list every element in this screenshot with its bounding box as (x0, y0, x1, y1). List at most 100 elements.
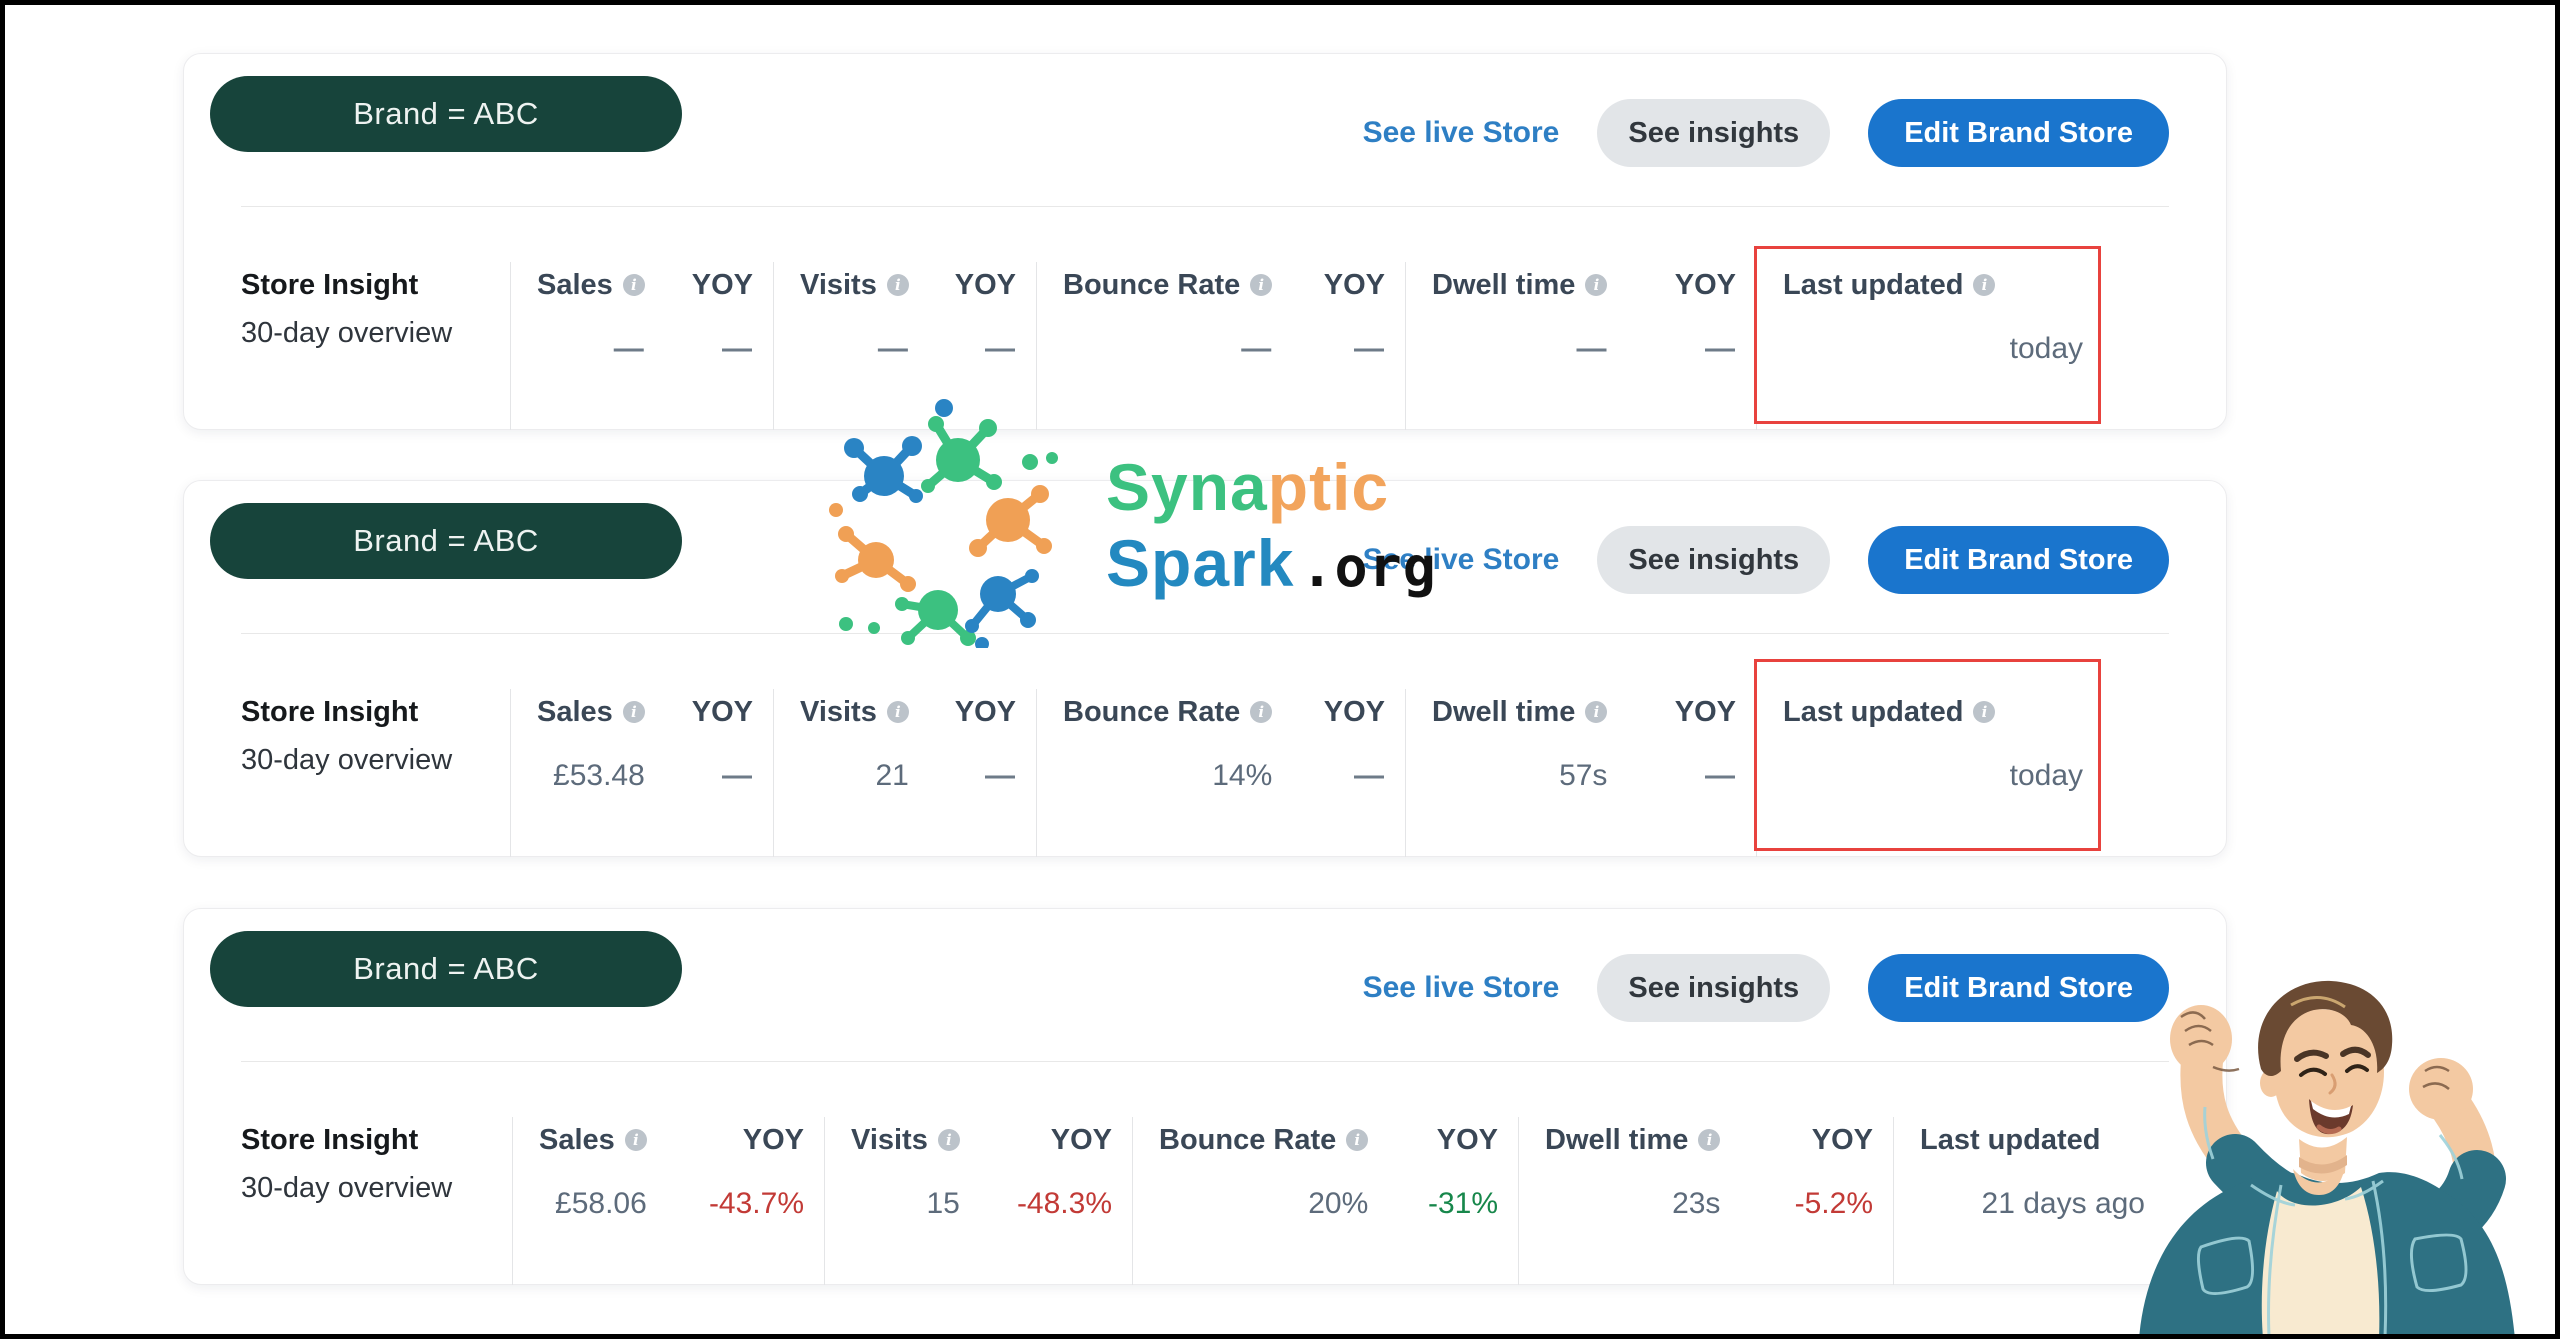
column-header-dwell-time: Dwell time (1432, 269, 1576, 301)
dwell-time-value: 23s (1672, 1187, 1721, 1220)
brand-filter-badge: Brand = ABC (210, 931, 682, 1007)
dwell-time-value: — (1576, 332, 1608, 365)
column-header-dwell-time: Dwell time (1545, 1124, 1689, 1156)
card-actions: See live Store See insights Edit Brand S… (1363, 525, 2169, 595)
store-card-3: Brand = ABC See live Store See insights … (183, 908, 2227, 1285)
sales-value: — (613, 332, 645, 365)
visits-value: — (877, 332, 909, 365)
bounce-rate-value: — (1241, 332, 1273, 365)
bounce-rate-yoy-value: — (1354, 759, 1385, 792)
bounce-rate-yoy-value: -31% (1427, 1187, 1498, 1220)
store-card-2: Brand = ABC See live Store See insights … (183, 480, 2227, 857)
bounce-rate-value: 14% (1212, 759, 1273, 792)
info-icon[interactable]: i (1585, 701, 1608, 723)
visits-value: 21 (875, 759, 909, 792)
see-insights-button[interactable]: See insights (1597, 954, 1831, 1022)
column-header-yoy: YOY (691, 696, 753, 728)
info-icon[interactable]: i (624, 1129, 647, 1151)
info-icon[interactable]: i (622, 274, 645, 296)
column-header-sales: Sales (537, 696, 613, 728)
column-header-yoy: YOY (1674, 696, 1736, 728)
row-title: Store Insight (241, 1124, 419, 1156)
store-card-1: Brand = ABC See live Store See insights … (183, 53, 2227, 430)
visits-value: 15 (926, 1187, 960, 1220)
column-header-yoy: YOY (1674, 269, 1736, 301)
info-icon[interactable]: i (1250, 701, 1273, 723)
visits-yoy-value: — (985, 332, 1016, 365)
store-insight-row: Store Insight 30-day overview Sales i — Y… (241, 262, 2169, 430)
sales-yoy-value: — (722, 759, 753, 792)
info-icon[interactable]: i (1698, 1129, 1721, 1151)
info-icon[interactable]: i (886, 274, 909, 296)
see-live-store-link[interactable]: See live Store (1362, 543, 1560, 576)
row-subtitle: 30-day overview (241, 317, 453, 349)
logo-suffix: .org (1300, 535, 1437, 599)
info-icon[interactable]: i (1585, 274, 1608, 296)
logo-word-part: Syna (1106, 450, 1268, 524)
brand-filter-badge: Brand = ABC (210, 76, 682, 152)
column-header-yoy: YOY (742, 1124, 804, 1156)
row-subtitle: 30-day overview (241, 744, 453, 776)
see-live-store-link[interactable]: See live Store (1362, 971, 1560, 1004)
column-header-last-updated: Last updated (1783, 696, 1964, 728)
column-header-visits: Visits (800, 696, 877, 728)
neuron-cluster-icon (829, 399, 1058, 648)
visits-yoy-value: — (985, 759, 1016, 792)
dwell-time-yoy-value: -5.2% (1794, 1187, 1873, 1220)
store-insight-row: Store Insight 30-day overview Sales i £53… (241, 689, 2169, 857)
synapticspark-logo: Synaptic Spark .org (820, 398, 1437, 648)
sales-yoy-value: — (722, 332, 753, 365)
brand-filter-badge: Brand = ABC (210, 503, 682, 579)
column-header-visits: Visits (800, 269, 877, 301)
info-icon[interactable]: i (622, 701, 645, 723)
edit-brand-store-button[interactable]: Edit Brand Store (1868, 99, 2169, 167)
last-updated-value: today (2009, 332, 2083, 365)
info-icon[interactable]: i (937, 1129, 960, 1151)
column-header-yoy: YOY (954, 696, 1016, 728)
see-live-store-link[interactable]: See live Store (1362, 116, 1560, 149)
see-insights-button[interactable]: See insights (1597, 99, 1831, 167)
edit-brand-store-button[interactable]: Edit Brand Store (1868, 954, 2169, 1022)
sales-value: £53.48 (553, 759, 645, 792)
info-icon[interactable]: i (1973, 701, 1996, 723)
sales-value: £58.06 (555, 1187, 647, 1220)
column-header-yoy: YOY (954, 269, 1016, 301)
column-header-dwell-time: Dwell time (1432, 696, 1576, 728)
last-updated-value: 21 days ago (1981, 1187, 2145, 1220)
row-title: Store Insight (241, 269, 419, 301)
card-actions: See live Store See insights Edit Brand S… (1363, 953, 2169, 1023)
divider (241, 633, 2169, 634)
logo-word-part: Spark (1106, 526, 1295, 600)
row-title: Store Insight (241, 696, 419, 728)
see-insights-button[interactable]: See insights (1597, 526, 1831, 594)
column-header-bounce-rate: Bounce Rate (1063, 269, 1241, 301)
info-icon[interactable]: i (1250, 274, 1273, 296)
visits-yoy-value: -48.3% (1016, 1187, 1112, 1220)
info-icon[interactable]: i (1973, 274, 1996, 296)
divider (241, 206, 2169, 207)
bounce-rate-yoy-value: — (1354, 332, 1385, 365)
store-insight-row: Store Insight 30-day overview Sales i £58… (241, 1117, 2169, 1285)
column-header-yoy: YOY (1811, 1124, 1873, 1156)
last-updated-value: today (2009, 759, 2083, 792)
divider (241, 1061, 2169, 1062)
row-subtitle: 30-day overview (241, 1172, 453, 1204)
edit-brand-store-button[interactable]: Edit Brand Store (1868, 526, 2169, 594)
column-header-yoy: YOY (1050, 1124, 1112, 1156)
card-actions: See live Store See insights Edit Brand S… (1363, 98, 2169, 168)
info-icon[interactable]: i (1346, 1129, 1369, 1151)
column-header-last-updated: Last updated (1920, 1124, 2101, 1156)
column-header-yoy: YOY (1436, 1124, 1498, 1156)
column-header-sales: Sales (537, 269, 613, 301)
column-header-yoy: YOY (1323, 269, 1385, 301)
info-icon[interactable]: i (886, 701, 909, 723)
logo-wordmark: Synaptic Spark .org (1106, 398, 1437, 596)
logo-word-part: ptic (1267, 450, 1390, 524)
column-header-bounce-rate: Bounce Rate (1063, 696, 1241, 728)
dwell-time-yoy-value: — (1705, 759, 1736, 792)
sales-yoy-value: -43.7% (708, 1187, 804, 1220)
column-header-last-updated: Last updated (1783, 269, 1964, 301)
column-header-yoy: YOY (691, 269, 753, 301)
column-header-yoy: YOY (1323, 696, 1385, 728)
